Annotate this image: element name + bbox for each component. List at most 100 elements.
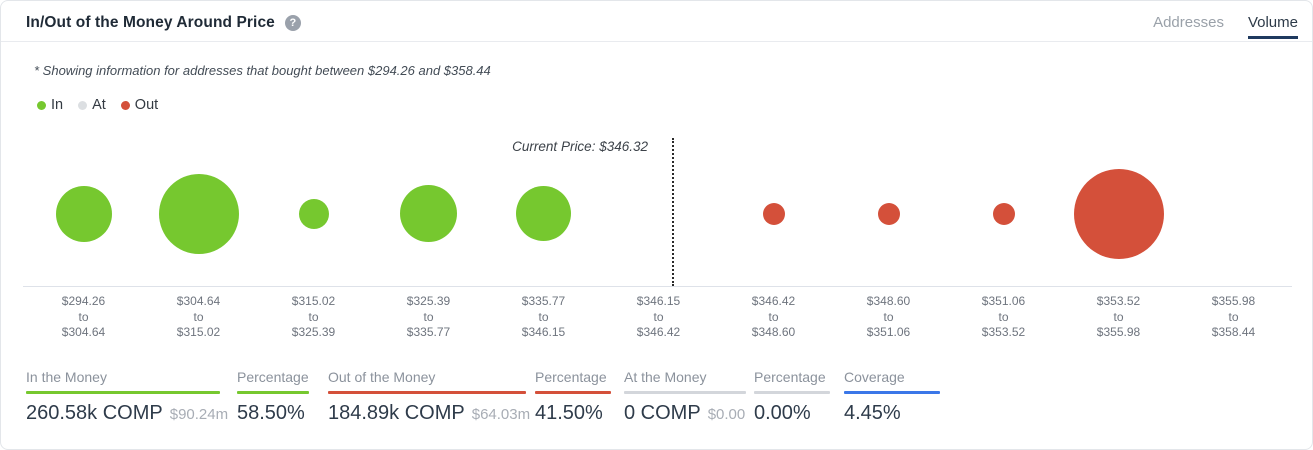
x-label-to: $348.60: [751, 325, 796, 339]
x-label-separator: to: [1113, 309, 1124, 324]
stat-value: 58.50%: [237, 402, 305, 424]
tabs: Addresses Volume: [1153, 14, 1299, 39]
bubble-column-1: [26, 141, 141, 286]
tab-addresses[interactable]: Addresses: [1153, 14, 1224, 31]
bubble-column-4: [371, 141, 486, 286]
stat-underline-in: [237, 391, 309, 394]
help-icon[interactable]: ?: [284, 15, 301, 31]
x-axis-labels: $294.26 to $304.64 $304.64 to $315.02 $315.02 t…: [26, 294, 1291, 341]
x-label-to: $335.77: [406, 325, 451, 339]
stat-section-6: Percentage 0.00%: [754, 369, 830, 425]
x-axis-label-4: $325.39 to $335.77: [371, 294, 486, 341]
x-label-separator: to: [1228, 309, 1239, 324]
x-label-from: $353.52: [1096, 294, 1141, 308]
x-axis-label-6: $346.15 to $346.42: [601, 294, 716, 341]
stat-value: 184.89k COMP: [328, 402, 465, 424]
stat-label: Out of the Money: [328, 369, 436, 385]
bubble-in-5[interactable]: [516, 186, 571, 241]
x-axis-label-8: $348.60 to $351.06: [831, 294, 946, 341]
legend-dot-at-icon: [78, 100, 88, 110]
legend-item-out[interactable]: Out: [120, 97, 159, 113]
stat-value: 260.58k COMP: [26, 402, 163, 424]
bubble-column-7: [716, 141, 831, 286]
legend-label: In: [51, 97, 64, 113]
x-axis-label-9: $351.06 to $353.52: [946, 294, 1061, 341]
bubble-in-2[interactable]: [158, 173, 239, 254]
stat-value-row: 58.50%: [237, 402, 309, 425]
stat-value: 4.45%: [844, 402, 901, 424]
stats-row: In the Money 260.58k COMP $90.24m Percentag…: [1, 369, 1312, 429]
bubble-column-6: [601, 141, 716, 286]
x-label-to: $346.15: [521, 325, 566, 339]
stat-underline-neutral: [624, 391, 746, 394]
bubble-column-11: [1176, 141, 1291, 286]
bubble-in-1[interactable]: [55, 185, 112, 242]
bubble-columns: [26, 141, 1291, 286]
x-axis-line: [23, 286, 1292, 287]
stat-label: At the Money: [624, 369, 707, 385]
legend-dot-out-icon: [120, 100, 130, 110]
current-price-line: [672, 138, 674, 286]
bubble-out-9[interactable]: [992, 202, 1015, 225]
bubble-column-5: [486, 141, 601, 286]
stat-underline-neutral: [754, 391, 830, 394]
x-label-from: $355.98: [1211, 294, 1256, 308]
bubble-out-8[interactable]: [877, 202, 900, 225]
legend-item-in[interactable]: In: [37, 97, 63, 113]
stat-value-row: 184.89k COMP $64.03m: [328, 402, 530, 425]
x-label-separator: to: [78, 309, 89, 324]
x-label-from: $315.02: [291, 294, 336, 308]
x-label-from: $346.42: [751, 294, 796, 308]
header-row: In/Out of the Money Around Price ? Addre…: [1, 1, 1312, 42]
x-label-from: $348.60: [866, 294, 911, 308]
stat-value: 0.00%: [754, 402, 811, 424]
stat-underline-coverage: [844, 391, 940, 394]
x-label-from: $304.64: [176, 294, 221, 308]
stat-value-row: 0.00%: [754, 402, 830, 425]
legend-dot-in-icon: [37, 100, 46, 110]
stat-value-row: 4.45%: [844, 402, 940, 425]
x-label-to: $315.02: [176, 325, 221, 339]
x-axis-label-10: $353.52 to $355.98: [1061, 294, 1176, 341]
x-label-from: $351.06: [981, 294, 1026, 308]
x-label-to: $353.52: [981, 325, 1026, 339]
x-label-separator: to: [423, 309, 434, 324]
bubble-column-9: [946, 141, 1061, 286]
x-axis-label-2: $304.64 to $315.02: [141, 294, 256, 341]
stat-value-row: 0 COMP $0.00: [624, 402, 746, 425]
x-label-separator: to: [883, 309, 894, 324]
stat-underline-out: [328, 391, 526, 394]
x-axis-label-5: $335.77 to $346.15: [486, 294, 601, 341]
bubble-column-10: [1061, 141, 1176, 286]
tab-volume[interactable]: Volume: [1247, 14, 1299, 39]
x-label-to: $304.64: [61, 325, 106, 339]
legend-item-at[interactable]: At: [78, 97, 106, 113]
stat-value-row: 41.50%: [535, 402, 611, 425]
legend-label: Out: [134, 97, 159, 113]
x-axis-label-11: $355.98 to $358.44: [1176, 294, 1291, 341]
bubble-out-7[interactable]: [762, 202, 785, 225]
stat-value: 0 COMP: [624, 402, 701, 424]
x-axis-label-3: $315.02 to $325.39: [256, 294, 371, 341]
stat-label: In the Money: [26, 369, 107, 385]
stat-label: Coverage: [844, 369, 905, 385]
x-label-from: $335.77: [521, 294, 566, 308]
stat-section-7: Coverage 4.45%: [844, 369, 940, 425]
bubble-out-10[interactable]: [1073, 168, 1164, 259]
x-label-separator: to: [193, 309, 204, 324]
x-label-to: $351.06: [866, 325, 911, 339]
x-label-from: $325.39: [406, 294, 451, 308]
x-label-from: $346.15: [636, 294, 681, 308]
stat-subvalue: $0.00: [707, 406, 746, 423]
bubble-in-3[interactable]: [298, 198, 329, 229]
stat-section-4: Percentage 41.50%: [535, 369, 611, 425]
stat-value-row: 260.58k COMP $90.24m: [26, 402, 228, 425]
stat-underline-out: [535, 391, 611, 394]
stat-label: Percentage: [754, 369, 826, 385]
bubble-in-4[interactable]: [400, 185, 457, 242]
x-label-separator: to: [538, 309, 549, 324]
stat-underline-in: [26, 391, 220, 394]
stat-section-1: In the Money 260.58k COMP $90.24m: [26, 369, 228, 425]
stat-section-2: Percentage 58.50%: [237, 369, 309, 425]
